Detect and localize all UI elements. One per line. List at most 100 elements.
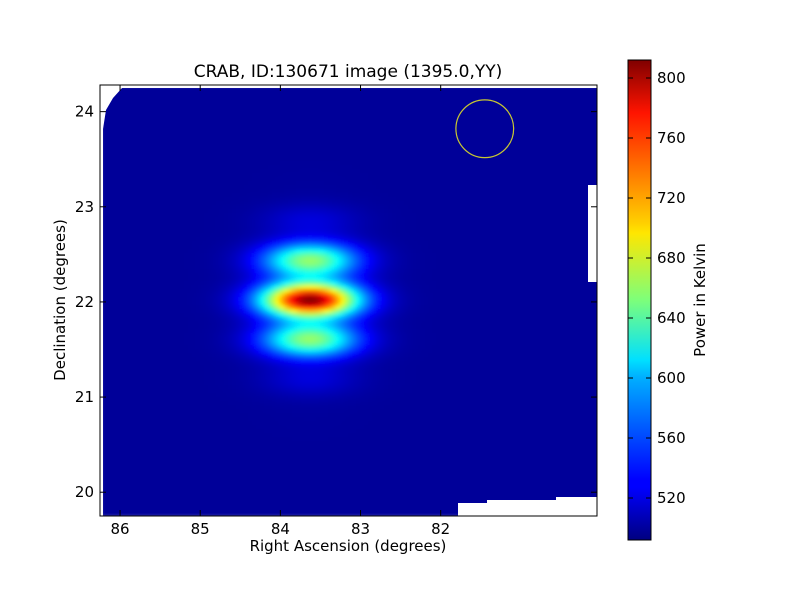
heatmap-cell — [292, 209, 297, 214]
heatmap-cell — [368, 101, 373, 106]
heatmap-cell — [528, 241, 533, 246]
heatmap-cell — [216, 241, 221, 246]
heatmap-cell — [112, 193, 117, 198]
heatmap-cell — [524, 217, 529, 222]
heatmap-cell — [108, 121, 113, 126]
heatmap-cell — [116, 137, 121, 142]
heatmap-cell — [280, 141, 285, 146]
heatmap-cell — [104, 93, 109, 98]
heatmap-cell — [588, 149, 593, 154]
heatmap-cell — [164, 205, 169, 210]
heatmap-cell — [292, 161, 297, 166]
heatmap-cell — [184, 205, 189, 210]
heatmap-cell — [308, 189, 313, 194]
heatmap-cell — [188, 161, 193, 166]
heatmap-cell — [532, 221, 537, 226]
heatmap-cell — [188, 97, 193, 102]
heatmap-cell — [172, 109, 177, 114]
heatmap-cell — [500, 221, 505, 226]
heatmap-cell — [556, 241, 561, 246]
heatmap-cell — [336, 117, 341, 122]
heatmap-cell — [236, 133, 241, 138]
heatmap-cell — [168, 117, 173, 122]
heatmap-cell — [324, 137, 329, 142]
heatmap-cell — [104, 209, 109, 214]
heatmap-cell — [568, 189, 573, 194]
heatmap-cell — [312, 101, 317, 106]
heatmap-cell — [392, 221, 397, 226]
heatmap-cell — [172, 233, 177, 238]
heatmap-cell — [356, 237, 361, 242]
heatmap-cell — [512, 129, 517, 134]
heatmap-cell — [136, 169, 141, 174]
heatmap-cell — [272, 241, 277, 246]
heatmap-cell — [436, 101, 441, 106]
heatmap-cell — [208, 141, 213, 146]
heatmap-cell — [236, 145, 241, 150]
heatmap-cell — [176, 189, 181, 194]
heatmap-cell — [328, 137, 333, 142]
heatmap-cell — [576, 97, 581, 102]
heatmap-cell — [424, 209, 429, 214]
heatmap-cell — [456, 241, 461, 246]
heatmap-cell — [492, 177, 497, 182]
heatmap-cell — [324, 225, 329, 230]
heatmap-cell — [232, 217, 237, 222]
heatmap-cell — [164, 125, 169, 130]
heatmap-cell — [336, 241, 341, 246]
heatmap-cell — [208, 89, 213, 94]
heatmap-cell — [256, 201, 261, 206]
heatmap-cell — [292, 137, 297, 142]
heatmap-cell — [564, 161, 569, 166]
heatmap-cell — [328, 189, 333, 194]
heatmap-cell — [340, 209, 345, 214]
heatmap-cell — [356, 185, 361, 190]
heatmap-cell — [152, 145, 157, 150]
heatmap-cell — [244, 189, 249, 194]
heatmap-cell — [192, 213, 197, 218]
heatmap-cell — [376, 185, 381, 190]
heatmap-cell — [324, 237, 329, 242]
heatmap-cell — [228, 221, 233, 226]
heatmap-cell — [156, 89, 161, 94]
heatmap-cell — [284, 133, 289, 138]
heatmap-cell — [268, 113, 273, 118]
heatmap-cell — [336, 173, 341, 178]
heatmap-cell — [148, 89, 153, 94]
heatmap-cell — [140, 113, 145, 118]
heatmap-cell — [140, 221, 145, 226]
heatmap-cell — [212, 169, 217, 174]
heatmap-cell — [432, 165, 437, 170]
heatmap-cell — [460, 173, 465, 178]
heatmap-cell — [164, 225, 169, 230]
heatmap-cell — [236, 157, 241, 162]
heatmap-cell — [348, 221, 353, 226]
heatmap-cell — [348, 177, 353, 182]
heatmap-cell — [252, 133, 257, 138]
heatmap-cell — [420, 88, 425, 90]
heatmap-cell — [192, 165, 197, 170]
heatmap-cell — [124, 137, 129, 142]
heatmap-cell — [560, 101, 565, 106]
heatmap-cell — [220, 137, 225, 142]
heatmap-cell — [140, 193, 145, 198]
heatmap-cell — [372, 201, 377, 206]
heatmap-cell — [292, 109, 297, 114]
heatmap-cell — [124, 141, 129, 146]
heatmap-cell — [112, 149, 117, 154]
heatmap-cell — [380, 201, 385, 206]
heatmap-cell — [396, 185, 401, 190]
heatmap-cell — [388, 88, 393, 90]
heatmap-cell — [248, 105, 253, 110]
heatmap-cell — [504, 169, 509, 174]
heatmap-cell — [548, 149, 553, 154]
heatmap-cell — [400, 193, 405, 198]
heatmap-cell — [400, 173, 405, 178]
heatmap-cell — [284, 225, 289, 230]
heatmap-cell — [264, 209, 269, 214]
heatmap-cell — [436, 189, 441, 194]
heatmap-cell — [588, 129, 593, 134]
heatmap-cell — [188, 125, 193, 130]
heatmap-cell — [160, 88, 165, 90]
heatmap-cell — [148, 237, 153, 242]
